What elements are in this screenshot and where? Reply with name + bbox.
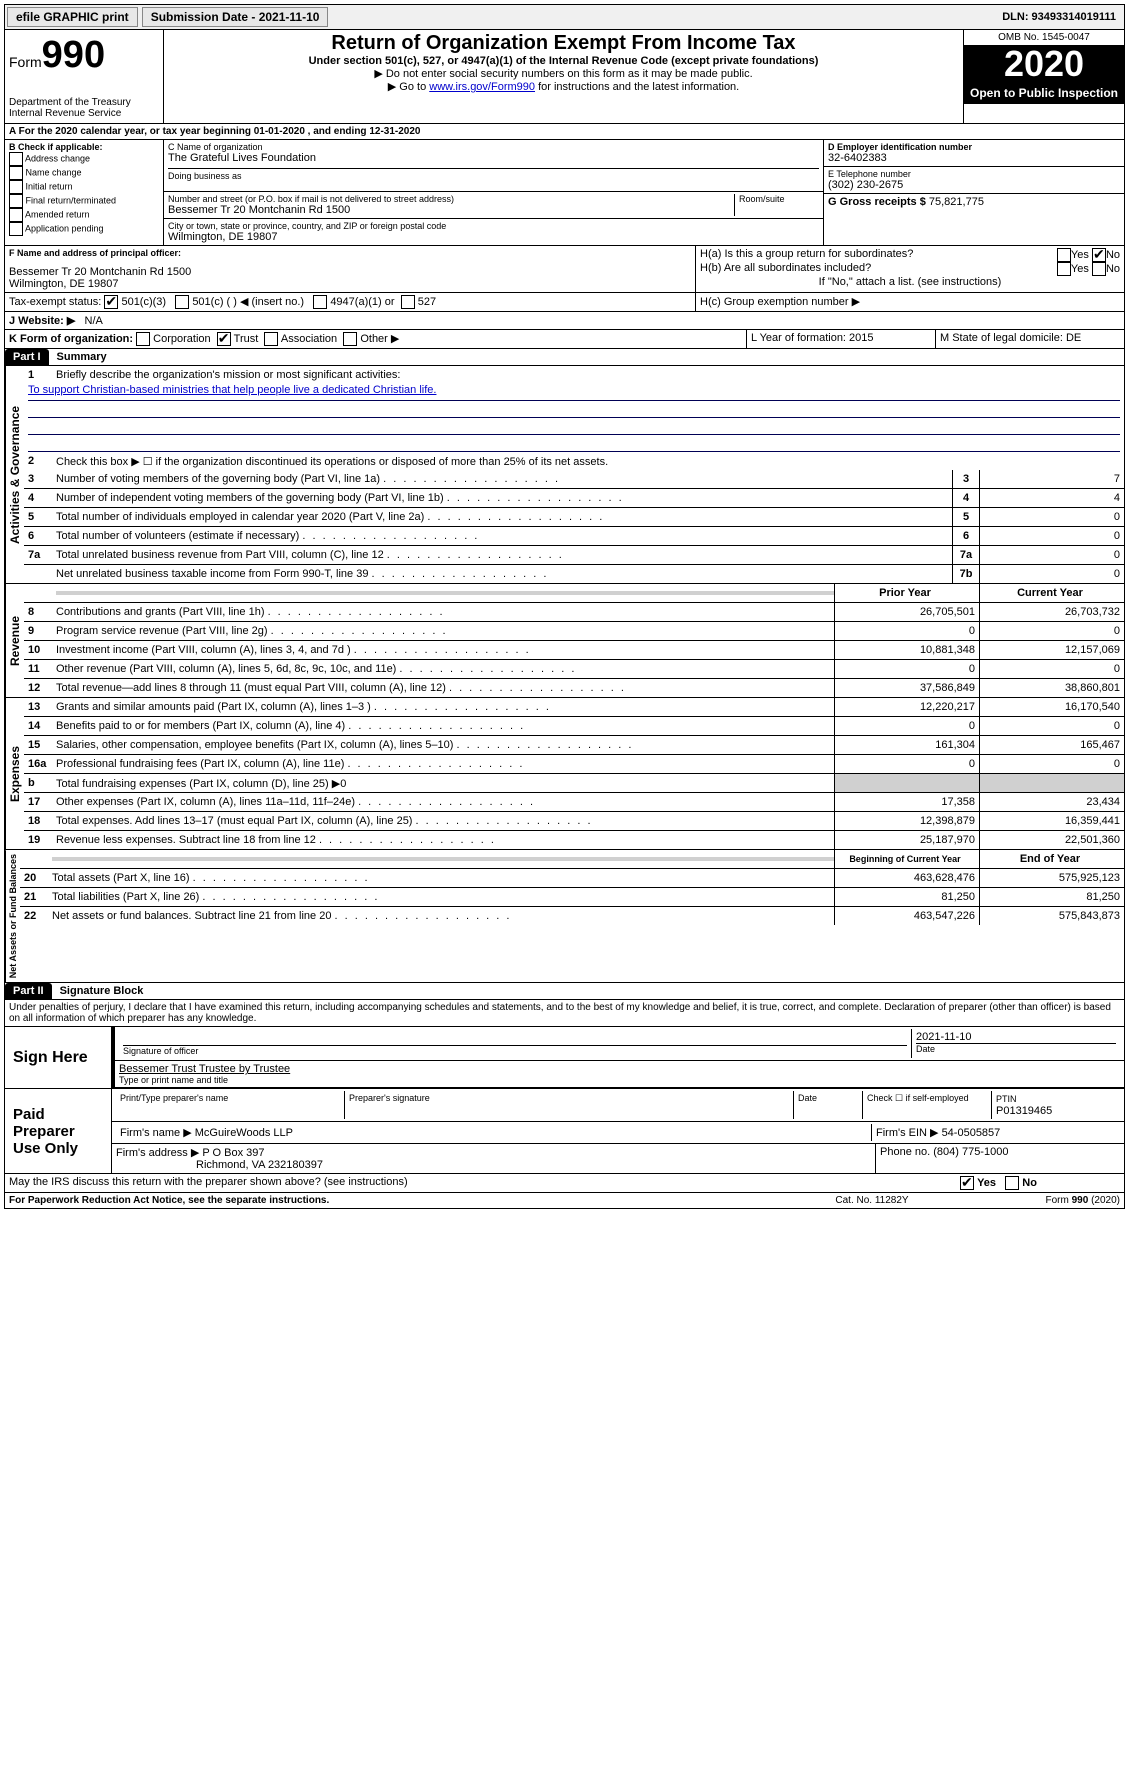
summary-line-9: 9Program service revenue (Part VIII, lin… [24,622,1124,641]
row-k: K Form of organization: Corporation Trus… [4,330,1125,349]
trust-checkbox[interactable] [217,332,231,346]
summary-line-17: 17Other expenses (Part IX, column (A), l… [24,793,1124,812]
irs-link[interactable]: www.irs.gov/Form990 [429,81,535,93]
row-i: Tax-exempt status: 501(c)(3) 501(c) ( ) … [4,293,1125,312]
year-formation: L Year of formation: 2015 [747,330,936,348]
row-f-h: F Name and address of principal officer:… [4,246,1125,293]
summary-line-19: 19Revenue less expenses. Subtract line 1… [24,831,1124,849]
org-address: Bessemer Tr 20 Montchanin Rd 1500 [168,204,734,216]
summary-line-22: 22Net assets or fund balances. Subtract … [20,907,1124,925]
firm-phone: (804) 775-1000 [933,1146,1008,1158]
summary-line-15: 15Salaries, other compensation, employee… [24,736,1124,755]
summary-line-7a: 7aTotal unrelated business revenue from … [24,546,1124,565]
summary-line-4: 4Number of independent voting members of… [24,489,1124,508]
firm-ein: 54-0505857 [942,1127,1001,1139]
col-d-ein-tel: D Employer identification number 32-6402… [824,140,1124,245]
form-number: Form990 [9,34,159,77]
checkbox-address-change[interactable] [9,152,23,166]
discuss-row: May the IRS discuss this return with the… [4,1174,1125,1193]
note-goto: Go to www.irs.gov/Form990 for instructio… [168,80,959,93]
summary-line-16a: 16aProfessional fundraising fees (Part I… [24,755,1124,774]
part-i-expenses: Expenses 13Grants and similar amounts pa… [4,698,1125,850]
summary-line-b: bTotal fundraising expenses (Part IX, co… [24,774,1124,793]
summary-line-14: 14Benefits paid to or for members (Part … [24,717,1124,736]
form-header: Form990 Department of the Treasury Inter… [4,30,1125,124]
summary-line-10: 10Investment income (Part VIII, column (… [24,641,1124,660]
summary-line-7b: Net unrelated business taxable income fr… [24,565,1124,583]
ptin-value: P01319465 [996,1105,1052,1117]
summary-line-18: 18Total expenses. Add lines 13–17 (must … [24,812,1124,831]
perjury-statement: Under penalties of perjury, I declare th… [4,1000,1125,1027]
officer-name: Bessemer Trust Trustee by Trustee [119,1063,1120,1075]
irs-label: Internal Revenue Service [9,108,159,119]
part-ii-header: Part II Signature Block [4,983,1125,1000]
part-i-header: Part I Summary [4,349,1125,366]
paid-preparer-block: Paid Preparer Use Only Print/Type prepar… [4,1089,1125,1174]
checkbox-amended-return[interactable] [9,208,23,222]
firm-name: McGuireWoods LLP [195,1127,293,1139]
efile-print-button[interactable]: efile GRAPHIC print [7,7,138,27]
tax-year: 2020 [964,46,1124,82]
row-a-tax-year: A For the 2020 calendar year, or tax yea… [4,124,1125,140]
col-b-checkboxes: B Check if applicable: Address change Na… [5,140,164,245]
submission-date-button[interactable]: Submission Date - 2021-11-10 [142,7,329,27]
principal-officer: Bessemer Tr 20 Montchanin Rd 1500 Wilmin… [9,266,691,290]
row-j-website: J Website: ▶ N/A [4,312,1125,330]
part-i-revenue: Revenue Prior Year Current Year 8Contrib… [4,584,1125,698]
side-revenue: Revenue [5,584,24,697]
summary-line-5: 5Total number of individuals employed in… [24,508,1124,527]
org-name: The Grateful Lives Foundation [168,152,819,164]
firm-address: P O Box 397 [202,1147,264,1159]
part-i-net-assets: Net Assets or Fund Balances Beginning of… [4,850,1125,983]
mission-text: To support Christian-based ministries th… [28,384,436,396]
note-ssn: Do not enter social security numbers on … [168,67,959,80]
identity-block: B Check if applicable: Address change Na… [4,140,1125,246]
summary-line-12: 12Total revenue—add lines 8 through 11 (… [24,679,1124,697]
top-toolbar: efile GRAPHIC print Submission Date - 20… [4,4,1125,30]
checkbox-final-return-terminated[interactable] [9,194,23,208]
form-subtitle: Under section 501(c), 527, or 4947(a)(1)… [168,55,959,67]
footer: For Paperwork Reduction Act Notice, see … [4,1193,1125,1209]
col-c-org-info: C Name of organization The Grateful Live… [164,140,824,245]
summary-line-8: 8Contributions and grants (Part VIII, li… [24,603,1124,622]
side-activities-governance: Activities & Governance [5,366,24,583]
discuss-yes-checkbox[interactable] [960,1176,974,1190]
open-public-label: Open to Public Inspection [964,82,1124,104]
dln-label: DLN: 93493314019111 [994,9,1124,25]
checkbox-initial-return[interactable] [9,180,23,194]
ein-value: 32-6402383 [828,152,1120,164]
summary-line-13: 13Grants and similar amounts paid (Part … [24,698,1124,717]
gross-receipts: G Gross receipts $ 75,821,775 [824,194,1124,210]
side-net-assets: Net Assets or Fund Balances [5,850,20,982]
summary-line-6: 6Total number of volunteers (estimate if… [24,527,1124,546]
part-i-body: Activities & Governance 1 Briefly descri… [4,366,1125,584]
checkbox-name-change[interactable] [9,166,23,180]
side-expenses: Expenses [5,698,24,849]
org-city: Wilmington, DE 19807 [168,231,819,243]
checkbox-application-pending[interactable] [9,222,23,236]
summary-line-11: 11Other revenue (Part VIII, column (A), … [24,660,1124,679]
telephone-value: (302) 230-2675 [828,179,1120,191]
summary-line-20: 20Total assets (Part X, line 16) 463,628… [20,869,1124,888]
dept-label: Department of the Treasury [9,97,159,108]
state-domicile: M State of legal domicile: DE [936,330,1124,348]
sign-here-block: Sign Here Signature of officer 2021-11-1… [4,1027,1125,1089]
summary-line-21: 21Total liabilities (Part X, line 26) 81… [20,888,1124,907]
501c3-checkbox[interactable] [104,295,118,309]
form-title: Return of Organization Exempt From Incom… [168,32,959,55]
summary-line-3: 3Number of voting members of the governi… [24,470,1124,489]
